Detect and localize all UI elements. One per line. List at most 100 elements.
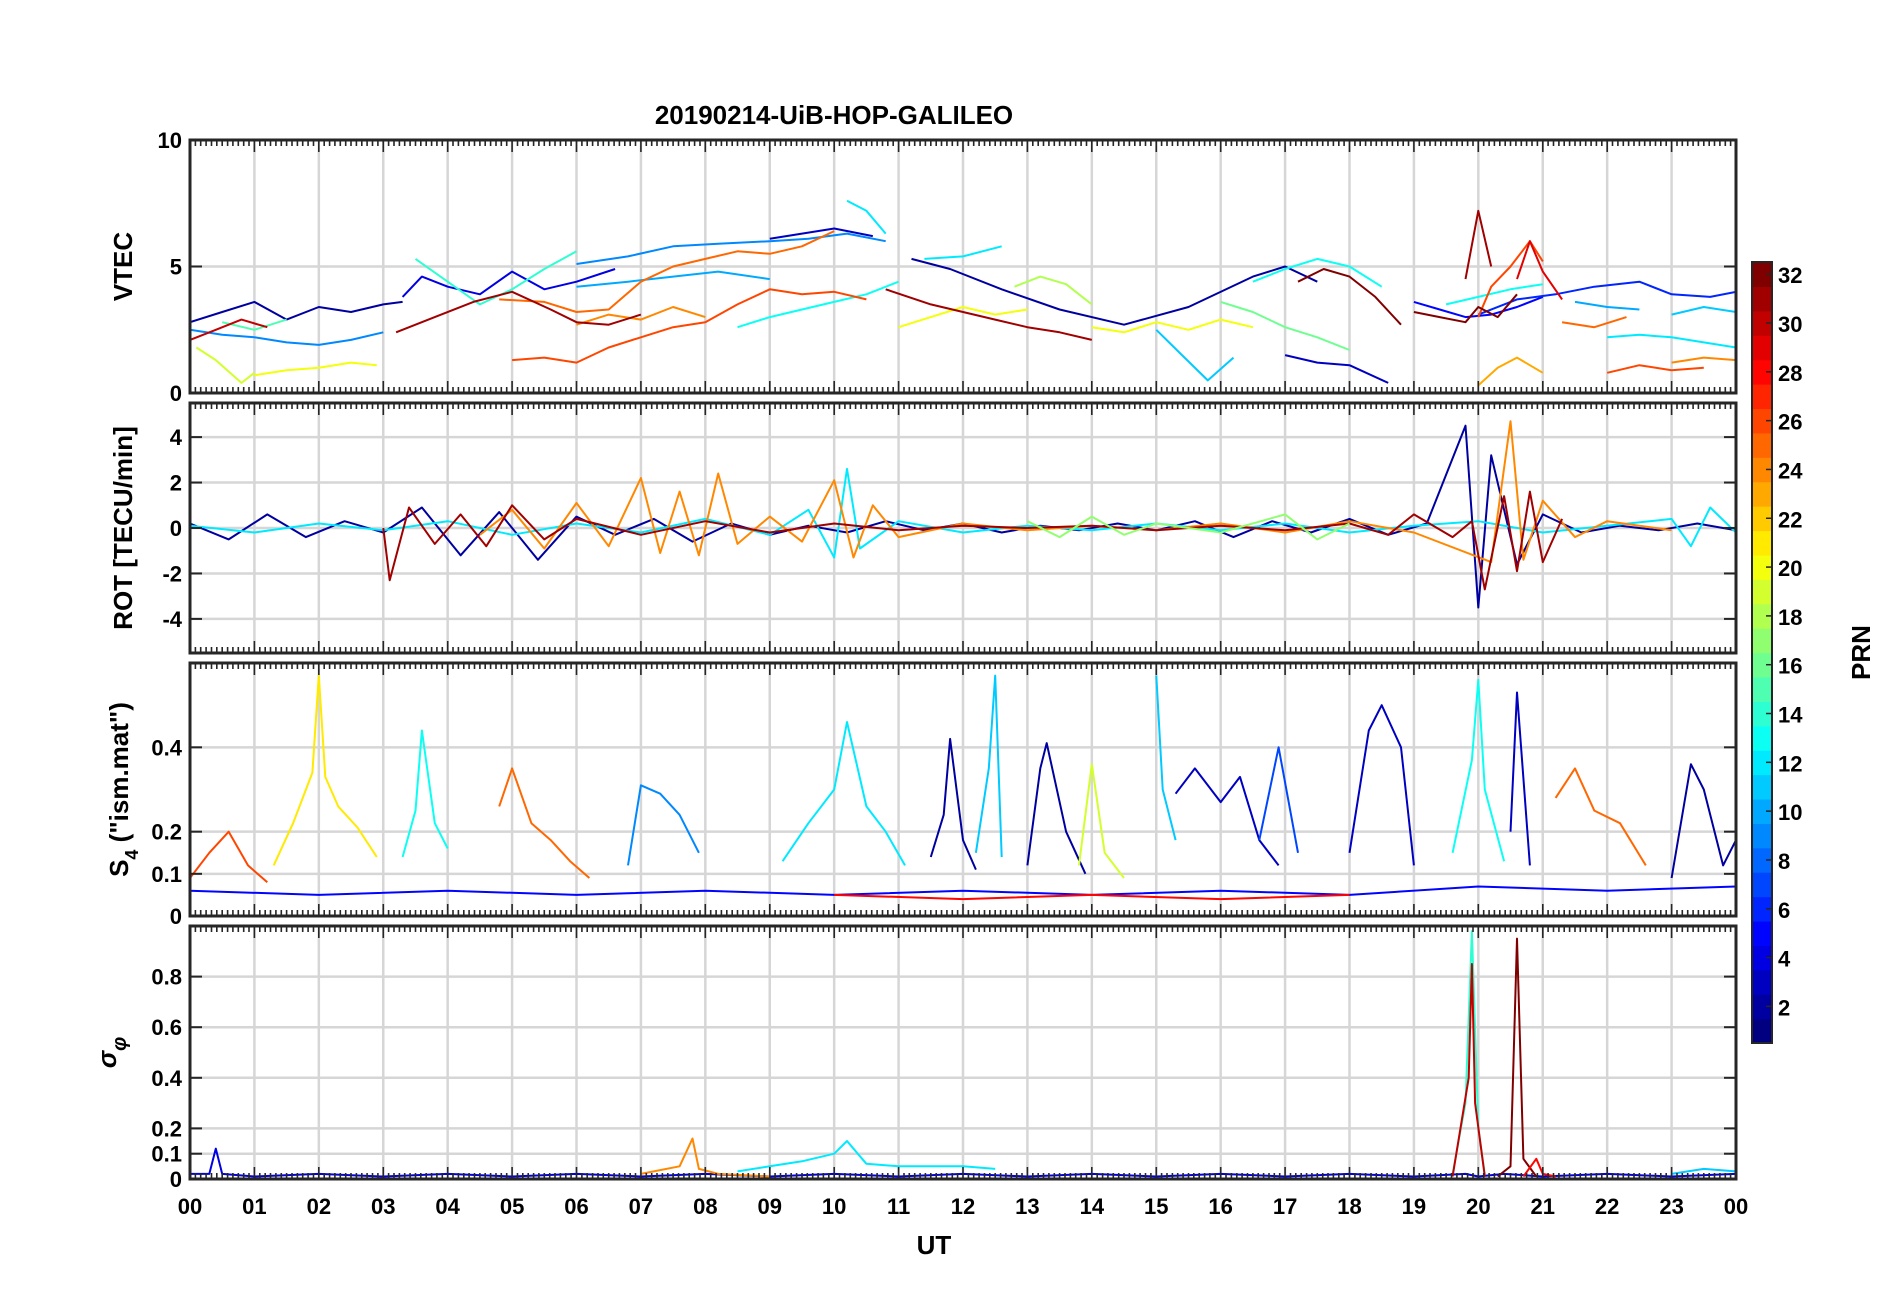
series-line-prn-25: [499, 230, 835, 313]
colorbar-segment: [1752, 628, 1772, 654]
series-line-prn-24: [479, 420, 1672, 564]
colorbar-tick-label: 26: [1778, 410, 1802, 435]
colorbar-tick-label: 6: [1778, 898, 1790, 923]
colorbar-segment: [1752, 286, 1772, 312]
y-tick-label: 0.1: [151, 862, 182, 887]
y-tick-label: 0.2: [151, 820, 182, 845]
x-tick-label: 00: [178, 1194, 202, 1219]
series-line-prn-2: [190, 300, 403, 324]
series-line-prn-4: [401, 268, 616, 298]
series-line-prn-12: [924, 245, 1002, 260]
colorbar-tick-label: 10: [1778, 800, 1802, 825]
x-tick-label: 05: [500, 1194, 524, 1219]
x-tick-label: 00: [1724, 1194, 1748, 1219]
colorbar-segment: [1752, 798, 1772, 824]
y-axis-label: ROT [TECU/min]: [108, 426, 138, 630]
series-line-prn-25: [498, 767, 591, 879]
series-line-prn-10: [576, 270, 770, 288]
y-tick-label: 4: [170, 425, 183, 450]
colorbar-segment: [1752, 457, 1772, 483]
series-line-prn-23: [1477, 356, 1544, 387]
series-line-prn-21: [272, 674, 378, 866]
y-tick-label: 0: [170, 381, 182, 406]
panel-s4: 0 0.1 0.2 0.4 S4 ("ism.mat"): [104, 661, 1738, 929]
series-line-prn-32: [1413, 293, 1518, 324]
colorbar-tick-label: 12: [1778, 751, 1802, 776]
colorbar-tick-label: 24: [1778, 458, 1803, 483]
series-line-prn-31: [395, 290, 642, 334]
x-axis-ticks: 00 01 02 03 04 05 06 07 08 09 10 11 12 13 14 15 16 17 18 19…: [178, 1194, 1748, 1219]
series-line-prn-28: [834, 893, 1350, 901]
series-line-prn-31: [1464, 209, 1493, 280]
colorbar-segment: [1752, 994, 1772, 1020]
series-line-prn-12: [1607, 333, 1736, 349]
series-group: [190, 420, 1736, 609]
series-line-prn-25: [1554, 767, 1647, 866]
x-tick-label: 11: [887, 1194, 910, 1219]
series-line-prn-26: [190, 830, 268, 884]
panel-rot: -4 -2 0 2 4 ROT [TECU/min]: [108, 401, 1738, 655]
colorbar-segment: [1752, 920, 1772, 946]
series-line-prn-26: [512, 288, 867, 364]
colorbar-frame: [1751, 261, 1773, 1044]
series-line-prn-20: [898, 306, 1028, 329]
panel-vtec: 0 5 10 VTEC: [108, 128, 1738, 406]
x-axis-label: UT: [917, 1230, 952, 1260]
colorbar-segment: [1752, 530, 1772, 556]
colorbar-segment: [1752, 823, 1772, 849]
y-tick-label: 0.2: [151, 1116, 182, 1141]
y-tick-label: 0.6: [151, 1015, 182, 1040]
series-line-prn-30: [1451, 963, 1486, 1177]
series-line-prn-2: [1670, 763, 1736, 879]
colorbar-segment: [1752, 506, 1772, 532]
colorbar-segment: [1752, 969, 1772, 995]
series-line-prn-10: [1574, 300, 1640, 311]
x-tick-label: 20: [1466, 1194, 1490, 1219]
panel-sigma_phi: 00.10.2 0.4 0.6 0.8 σφ: [92, 924, 1738, 1192]
series-line-prn-29: [1516, 240, 1563, 300]
series-group: [190, 674, 1736, 901]
series-line-prn-31: [382, 490, 1564, 591]
colorbar-segment: [1752, 896, 1772, 922]
x-tick-label: 13: [1015, 1194, 1039, 1219]
series-line-prn-7: [1258, 746, 1299, 853]
x-tick-label: 23: [1659, 1194, 1683, 1219]
x-tick-label: 09: [758, 1194, 782, 1219]
colorbar-segment: [1752, 725, 1772, 751]
x-tick-label: 15: [1144, 1194, 1168, 1219]
series-line-prn-11: [1155, 329, 1235, 382]
colorbar-segment: [1752, 432, 1772, 458]
y-axis-label: VTEC: [108, 232, 138, 302]
x-tick-marks: [189, 926, 1737, 1179]
series-line-prn-6: [1477, 280, 1736, 316]
series-line-prn-13: [1445, 283, 1543, 306]
colorbar-tick-label: 22: [1778, 507, 1802, 532]
colorbar-segment: [1752, 847, 1772, 873]
series-line-prn-26: [1477, 240, 1544, 318]
colorbar-segment: [1752, 872, 1772, 898]
x-tick-label: 07: [629, 1194, 653, 1219]
y-axis-label: σφ: [92, 1037, 131, 1068]
series-line-prn-5: [190, 885, 1736, 896]
x-tick-label: 10: [822, 1194, 846, 1219]
colorbar-segment: [1752, 945, 1772, 971]
y-tick-label: 0.8: [151, 965, 182, 990]
series-line-prn-12: [190, 467, 1736, 559]
colorbar-segment: [1752, 1018, 1772, 1044]
colorbar-tick-label: 32: [1778, 263, 1802, 288]
series-line-prn-15: [221, 318, 287, 331]
colorbar-tick-label: 16: [1778, 654, 1802, 679]
colorbar-segment: [1752, 676, 1772, 702]
colorbar-segment: [1752, 310, 1772, 336]
colorbar-segment: [1752, 335, 1772, 361]
colorbar-tick-label: 18: [1778, 605, 1802, 630]
series-line-prn-19: [1078, 763, 1125, 879]
colorbar-tick-label: 8: [1778, 849, 1790, 874]
y-tick-label: 2: [170, 471, 182, 496]
series-line-prn-2: [1026, 742, 1087, 875]
y-tick-label: 0: [170, 904, 182, 929]
series-line-prn-13: [1252, 257, 1383, 288]
y-tick-label: 0.1: [151, 1142, 182, 1167]
